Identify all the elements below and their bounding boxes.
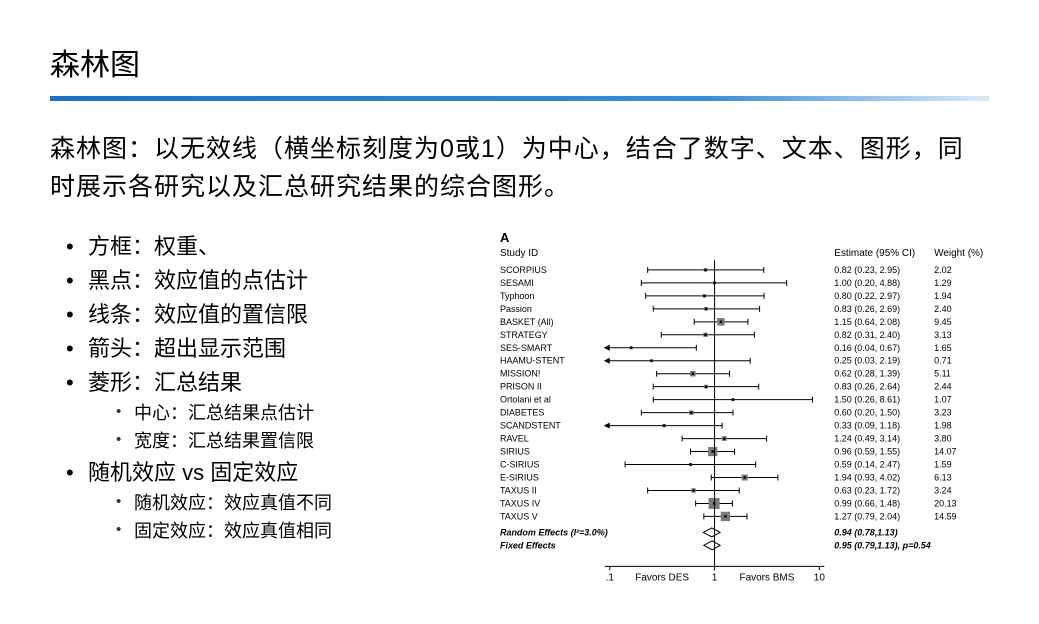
svg-text:1.98: 1.98 (934, 421, 951, 431)
svg-text:1.24 (0.49, 3.14): 1.24 (0.49, 3.14) (834, 434, 900, 444)
svg-text:1: 1 (712, 572, 718, 583)
svg-text:Estimate (95% CI): Estimate (95% CI) (834, 248, 915, 259)
svg-text:A: A (500, 230, 510, 245)
svg-text:TAXUS V: TAXUS V (500, 511, 538, 521)
svg-text:0.80 (0.22, 2.97): 0.80 (0.22, 2.97) (834, 291, 900, 301)
svg-text:0.94 (0.78,1.13): 0.94 (0.78,1.13) (834, 527, 897, 537)
intro-text: 森林图：以无效线（横坐标刻度为0或1）为中心，结合了数字、文本、图形，同时展示各… (50, 131, 989, 206)
svg-text:1.94 (0.93, 4.02): 1.94 (0.93, 4.02) (834, 472, 900, 482)
svg-text:1.59: 1.59 (934, 460, 951, 470)
svg-text:0.33 (0.09, 1.18): 0.33 (0.09, 1.18) (834, 421, 900, 431)
svg-text:SCANDSTENT: SCANDSTENT (500, 421, 561, 431)
svg-text:.1: .1 (606, 572, 615, 583)
svg-text:0.59 (0.14, 2.47): 0.59 (0.14, 2.47) (834, 460, 900, 470)
svg-text:20.13: 20.13 (934, 498, 956, 508)
svg-text:2.44: 2.44 (934, 382, 951, 392)
svg-text:Fixed Effects: Fixed Effects (500, 540, 556, 550)
bullet-sub-item: 中心：汇总结果点估计 (116, 400, 470, 428)
svg-text:10: 10 (814, 572, 826, 583)
bullet-sub-item: 宽度：汇总结果置信限 (116, 428, 470, 456)
svg-text:0.71: 0.71 (934, 356, 951, 366)
svg-text:Typhoon: Typhoon (500, 291, 534, 301)
svg-text:Favors DES: Favors DES (635, 572, 689, 583)
svg-text:9.45: 9.45 (934, 317, 951, 327)
svg-text:0.62 (0.28, 1.39): 0.62 (0.28, 1.39) (834, 369, 900, 379)
svg-text:Weight (%): Weight (%) (934, 248, 983, 259)
svg-text:2.40: 2.40 (934, 304, 951, 314)
svg-text:TAXUS IV: TAXUS IV (500, 498, 540, 508)
svg-text:Random Effects (I²=3.0%): Random Effects (I²=3.0%) (500, 527, 608, 537)
svg-text:SESAMI: SESAMI (500, 278, 534, 288)
title-rule (50, 96, 989, 101)
svg-text:1.15 (0.64, 2.08): 1.15 (0.64, 2.08) (834, 317, 900, 327)
svg-text:1.50 (0.26, 8.61): 1.50 (0.26, 8.61) (834, 395, 900, 405)
svg-text:Favors BMS: Favors BMS (740, 572, 795, 583)
svg-text:3.80: 3.80 (934, 434, 951, 444)
svg-text:TAXUS II: TAXUS II (500, 485, 537, 495)
svg-text:6.13: 6.13 (934, 472, 951, 482)
svg-text:Ortolani et al: Ortolani et al (500, 395, 551, 405)
svg-text:STRATEGY: STRATEGY (500, 330, 548, 340)
svg-text:Study ID: Study ID (500, 248, 538, 259)
svg-text:0.82 (0.31, 2.40): 0.82 (0.31, 2.40) (834, 330, 900, 340)
svg-text:BASKET (All): BASKET (All) (500, 317, 554, 327)
svg-text:1.27 (0.79, 2.04): 1.27 (0.79, 2.04) (834, 511, 900, 521)
svg-text:0.16 (0.04, 0.67): 0.16 (0.04, 0.67) (834, 343, 900, 353)
svg-text:5.11: 5.11 (934, 369, 951, 379)
svg-text:0.95 (0.79,1.13), p=0.54: 0.95 (0.79,1.13), p=0.54 (834, 540, 930, 550)
svg-text:1.94: 1.94 (934, 291, 951, 301)
svg-text:SES-SMART: SES-SMART (500, 343, 553, 353)
svg-text:RAVEL: RAVEL (500, 434, 529, 444)
svg-text:0.82 (0.23, 2.95): 0.82 (0.23, 2.95) (834, 265, 900, 275)
svg-text:SIRIUS: SIRIUS (500, 447, 530, 457)
bullet-item: 随机效应 vs 固定效应随机效应：效应真值不同固定效应：效应真值相同 (66, 456, 470, 546)
svg-text:0.99 (0.66, 1.48): 0.99 (0.66, 1.48) (834, 498, 900, 508)
svg-text:C-SIRIUS: C-SIRIUS (500, 460, 539, 470)
svg-text:SCORPIUS: SCORPIUS (500, 265, 547, 275)
forest-plot-column: A Study ID Estimate (95% CI) Weight (%) SCOR… (490, 230, 989, 604)
svg-text:0.63 (0.23, 1.72): 0.63 (0.23, 1.72) (834, 485, 900, 495)
svg-text:1.00 (0.20, 4.88): 1.00 (0.20, 4.88) (834, 278, 900, 288)
svg-text:HAAMU-STENT: HAAMU-STENT (500, 356, 565, 366)
forest-plot: A Study ID Estimate (95% CI) Weight (%) SCOR… (490, 230, 989, 599)
svg-text:E-SIRIUS: E-SIRIUS (500, 472, 539, 482)
svg-text:0.60 (0.20, 1.50): 0.60 (0.20, 1.50) (834, 408, 900, 418)
svg-text:2.02: 2.02 (934, 265, 951, 275)
svg-text:0.83 (0.26, 2.64): 0.83 (0.26, 2.64) (834, 382, 900, 392)
bullet-item: 方框：权重、 (66, 230, 470, 264)
bullet-item: 线条：效应值的置信限 (66, 298, 470, 332)
svg-text:0.96 (0.59, 1.55): 0.96 (0.59, 1.55) (834, 447, 900, 457)
bullet-item: 箭头：超出显示范围 (66, 332, 470, 366)
bullet-item: 菱形：汇总结果中心：汇总结果点估计宽度：汇总结果置信限 (66, 366, 470, 456)
svg-text:0.83 (0.26, 2.69): 0.83 (0.26, 2.69) (834, 304, 900, 314)
svg-text:14.07: 14.07 (934, 447, 956, 457)
svg-text:14.59: 14.59 (934, 511, 956, 521)
svg-text:1.29: 1.29 (934, 278, 951, 288)
svg-text:1.65: 1.65 (934, 343, 951, 353)
svg-text:3.24: 3.24 (934, 485, 951, 495)
svg-text:3.23: 3.23 (934, 408, 951, 418)
bullet-item: 黑点：效应值的点估计 (66, 264, 470, 298)
svg-text:MISSION!: MISSION! (500, 369, 540, 379)
bullet-sub-item: 随机效应：效应真值不同 (116, 490, 470, 518)
svg-text:Passion: Passion (500, 304, 532, 314)
svg-text:3.13: 3.13 (934, 330, 951, 340)
svg-text:DIABETES: DIABETES (500, 408, 544, 418)
slide-title: 森林图 (50, 40, 989, 84)
svg-text:1.07: 1.07 (934, 395, 951, 405)
bullet-sub-item: 固定效应：效应真值相同 (116, 518, 470, 546)
svg-text:0.25 (0.03, 2.19): 0.25 (0.03, 2.19) (834, 356, 900, 366)
svg-text:PRISON II: PRISON II (500, 382, 542, 392)
bullet-column: 方框：权重、黑点：效应值的点估计线条：效应值的置信限箭头：超出显示范围菱形：汇总… (50, 230, 470, 604)
